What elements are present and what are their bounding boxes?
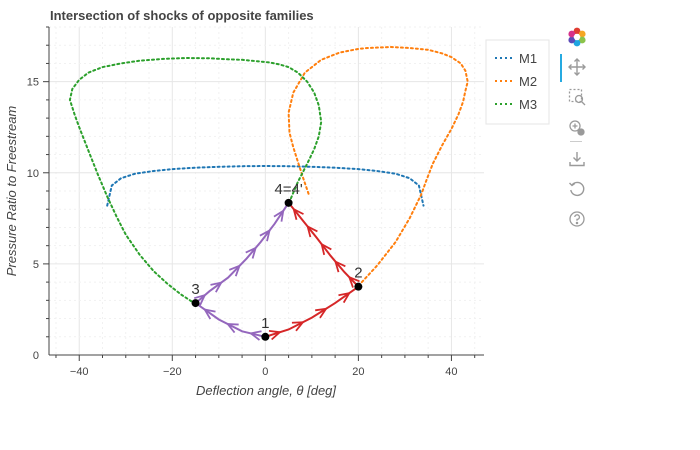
bokeh-logo-icon[interactable] — [566, 26, 588, 48]
path-arrow-marker — [291, 321, 305, 332]
legend: M1 M2 M3 — [485, 39, 550, 125]
state-point-label: 1 — [261, 315, 269, 332]
path-arrow-marker — [228, 264, 242, 277]
series-m3-line — [68, 56, 323, 305]
path-arrow-marker — [259, 228, 271, 242]
path-arrow-marker — [347, 275, 360, 288]
reset-icon[interactable] — [566, 178, 588, 200]
state-point-label: 4=4' — [274, 181, 302, 198]
x-tick-label: −20 — [163, 366, 182, 378]
y-axis-label: Pressure Ratio to Freestream — [4, 106, 19, 277]
path-arrow-marker — [315, 307, 328, 319]
points-layer: 1 2 3 4=4' — [191, 181, 363, 341]
save-icon[interactable] — [566, 148, 588, 170]
x-axis-label: Deflection angle, θ [deg] — [196, 383, 336, 398]
path-arrow-marker — [273, 208, 285, 222]
pan-icon[interactable] — [566, 56, 588, 78]
shock-path-line — [287, 202, 360, 288]
help-icon[interactable] — [566, 208, 588, 230]
legend-label-m2: M2 — [519, 74, 537, 89]
path-arrow-marker — [245, 246, 258, 259]
path-arrow-marker — [338, 291, 352, 304]
active-tool-indicator — [560, 54, 562, 82]
axes: −40 −20 0 20 40 0 5 10 15 — [27, 26, 484, 378]
state-point-marker — [354, 282, 363, 291]
y-tick-label: 5 — [33, 259, 39, 271]
path-arrow-marker — [202, 308, 216, 320]
legend-label-m3: M3 — [519, 97, 537, 112]
path-arrow-marker — [320, 242, 332, 256]
path-arrow-marker — [225, 323, 239, 334]
path-arrow-marker — [292, 207, 304, 221]
series-m1-line — [106, 164, 425, 207]
box-zoom-icon[interactable] — [566, 86, 588, 108]
x-tick-label: 40 — [445, 366, 457, 378]
x-tick-label: 20 — [352, 366, 364, 378]
y-tick-label: 0 — [33, 350, 39, 362]
shock-path-line — [194, 202, 290, 304]
state-point-marker — [284, 198, 293, 207]
state-point-label: 2 — [354, 265, 362, 282]
path-arrow-marker — [268, 330, 282, 341]
path-arrow-marker — [194, 293, 207, 306]
series-layer — [68, 45, 469, 305]
path-arrow-marker — [210, 281, 223, 293]
x-tick-label: −40 — [70, 366, 89, 378]
y-tick-label: 15 — [27, 77, 39, 89]
y-tick-label: 10 — [27, 168, 39, 180]
state-point-label: 3 — [191, 281, 199, 298]
shock-path-line — [195, 302, 266, 338]
state-point-marker — [191, 299, 200, 308]
legend-label-m1: M1 — [519, 51, 537, 66]
state-point-marker — [261, 332, 270, 341]
path-layer — [194, 202, 360, 341]
path-arrow-marker — [248, 330, 262, 341]
series-m2-line — [287, 45, 469, 287]
path-arrow-marker — [334, 259, 346, 273]
path-arrow-marker — [306, 224, 318, 238]
x-tick-label: 0 — [262, 366, 268, 378]
grid — [49, 26, 484, 355]
chart-title: Intersection of shocks of opposite famil… — [50, 8, 314, 23]
wheel-zoom-icon[interactable] — [566, 117, 588, 139]
toolbar-divider — [570, 141, 582, 142]
